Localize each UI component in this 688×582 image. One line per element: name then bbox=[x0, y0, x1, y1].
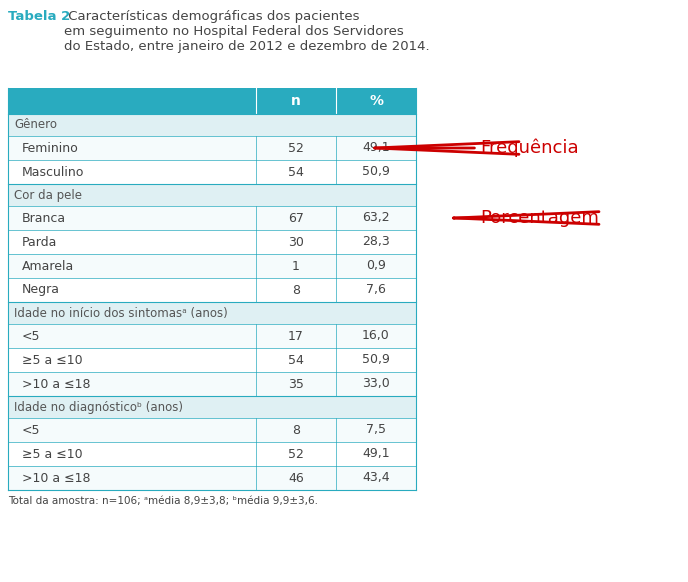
Bar bbox=[8, 348, 256, 372]
Bar bbox=[256, 324, 336, 348]
Text: 0,9: 0,9 bbox=[366, 260, 386, 272]
Text: Masculino: Masculino bbox=[22, 165, 85, 179]
Text: <5: <5 bbox=[22, 424, 41, 436]
Text: 54: 54 bbox=[288, 165, 304, 179]
Text: Amarela: Amarela bbox=[22, 260, 74, 272]
Text: Total da amostra: n=106; ᵃmédia 8,9±3,8; ᵇmédia 9,9±3,6.: Total da amostra: n=106; ᵃmédia 8,9±3,8;… bbox=[8, 496, 318, 506]
Bar bbox=[256, 348, 336, 372]
Bar bbox=[336, 230, 416, 254]
Text: 35: 35 bbox=[288, 378, 304, 391]
Bar bbox=[8, 324, 256, 348]
Bar bbox=[8, 254, 256, 278]
Bar bbox=[256, 418, 336, 442]
Text: Frequência: Frequência bbox=[374, 139, 579, 157]
Bar bbox=[336, 160, 416, 184]
Text: 30: 30 bbox=[288, 236, 304, 249]
Bar bbox=[8, 114, 416, 136]
Text: 49,1: 49,1 bbox=[362, 141, 390, 154]
Text: 7,6: 7,6 bbox=[366, 283, 386, 296]
Bar bbox=[256, 278, 336, 302]
Text: ≥5 a ≤10: ≥5 a ≤10 bbox=[22, 353, 83, 367]
Bar bbox=[8, 206, 256, 230]
Text: Parda: Parda bbox=[22, 236, 57, 249]
Bar bbox=[8, 136, 256, 160]
Bar bbox=[8, 184, 416, 206]
Text: Características demográficas dos pacientes
em seguimento no Hospital Federal dos: Características demográficas dos pacient… bbox=[64, 10, 429, 53]
Bar bbox=[336, 442, 416, 466]
Text: %: % bbox=[369, 94, 383, 108]
Text: Porcentagem: Porcentagem bbox=[453, 209, 599, 227]
Text: 67: 67 bbox=[288, 211, 304, 225]
Text: 43,4: 43,4 bbox=[362, 471, 390, 484]
Bar bbox=[8, 418, 256, 442]
Bar bbox=[336, 206, 416, 230]
Bar bbox=[336, 324, 416, 348]
Bar bbox=[336, 418, 416, 442]
Text: 54: 54 bbox=[288, 353, 304, 367]
Text: >10 a ≤18: >10 a ≤18 bbox=[22, 378, 91, 391]
Text: 50,9: 50,9 bbox=[362, 353, 390, 367]
Bar bbox=[256, 206, 336, 230]
Text: Idade no início dos sintomasᵃ (anos): Idade no início dos sintomasᵃ (anos) bbox=[14, 307, 228, 320]
Bar bbox=[8, 466, 256, 490]
Text: 16,0: 16,0 bbox=[362, 329, 390, 342]
Text: 50,9: 50,9 bbox=[362, 165, 390, 179]
Bar bbox=[8, 372, 256, 396]
Bar bbox=[256, 160, 336, 184]
Text: Tabela 2: Tabela 2 bbox=[8, 10, 70, 23]
Text: 52: 52 bbox=[288, 448, 304, 460]
Bar bbox=[336, 136, 416, 160]
Text: Feminino: Feminino bbox=[22, 141, 78, 154]
Bar bbox=[8, 88, 256, 114]
Text: 33,0: 33,0 bbox=[362, 378, 390, 391]
Bar bbox=[8, 396, 416, 418]
Text: Branca: Branca bbox=[22, 211, 66, 225]
Bar bbox=[336, 254, 416, 278]
Bar bbox=[256, 372, 336, 396]
Text: 63,2: 63,2 bbox=[362, 211, 390, 225]
Bar bbox=[256, 466, 336, 490]
Bar bbox=[256, 254, 336, 278]
Text: n: n bbox=[291, 94, 301, 108]
Text: Negra: Negra bbox=[22, 283, 60, 296]
Text: 1: 1 bbox=[292, 260, 300, 272]
Text: >10 a ≤18: >10 a ≤18 bbox=[22, 471, 91, 484]
Text: <5: <5 bbox=[22, 329, 41, 342]
Bar bbox=[336, 466, 416, 490]
Text: Cor da pele: Cor da pele bbox=[14, 189, 82, 201]
Bar bbox=[256, 88, 336, 114]
Bar bbox=[256, 136, 336, 160]
Text: 8: 8 bbox=[292, 424, 300, 436]
Bar bbox=[8, 230, 256, 254]
Bar bbox=[336, 88, 416, 114]
Text: Idade no diagnósticoᵇ (anos): Idade no diagnósticoᵇ (anos) bbox=[14, 400, 183, 413]
Bar bbox=[336, 348, 416, 372]
Text: 7,5: 7,5 bbox=[366, 424, 386, 436]
Bar bbox=[8, 160, 256, 184]
Bar bbox=[8, 302, 416, 324]
Text: 8: 8 bbox=[292, 283, 300, 296]
Text: Gênero: Gênero bbox=[14, 119, 57, 132]
Text: 17: 17 bbox=[288, 329, 304, 342]
Bar bbox=[336, 372, 416, 396]
Text: 28,3: 28,3 bbox=[362, 236, 390, 249]
Bar bbox=[8, 278, 256, 302]
Text: ≥5 a ≤10: ≥5 a ≤10 bbox=[22, 448, 83, 460]
Text: 46: 46 bbox=[288, 471, 304, 484]
Bar bbox=[336, 278, 416, 302]
Bar bbox=[256, 230, 336, 254]
Bar bbox=[256, 442, 336, 466]
Text: 52: 52 bbox=[288, 141, 304, 154]
Bar bbox=[8, 442, 256, 466]
Text: 49,1: 49,1 bbox=[362, 448, 390, 460]
